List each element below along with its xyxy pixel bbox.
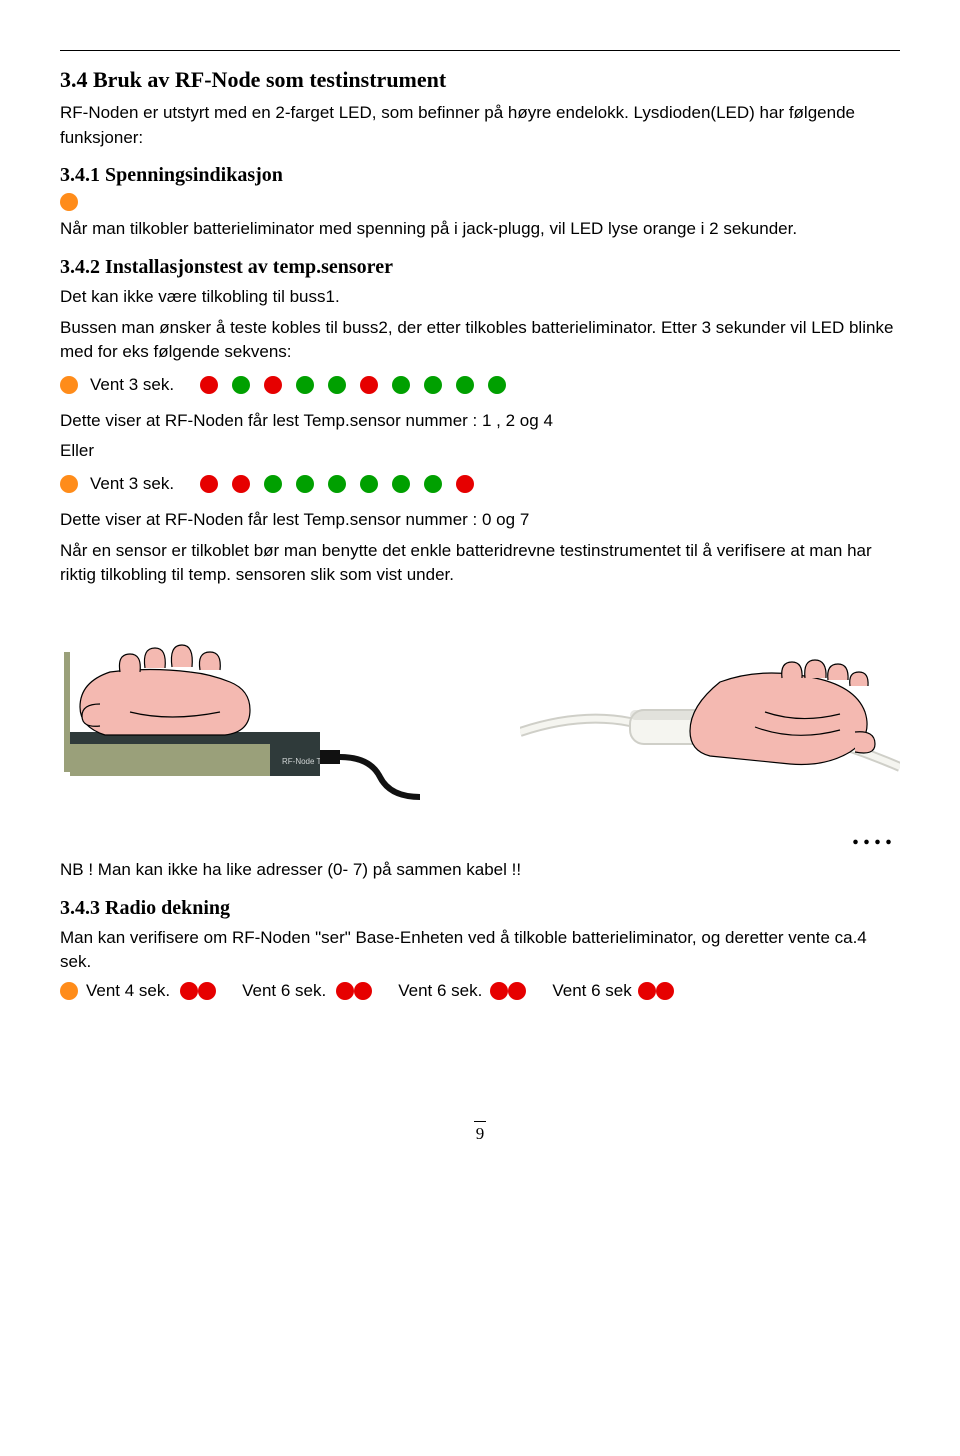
- led-green-icon: [456, 376, 474, 394]
- led-sequence-1: [200, 376, 520, 394]
- led-red-icon: [456, 475, 474, 493]
- result-1: Dette viser at RF-Noden får lest Temp.se…: [60, 409, 900, 434]
- heading-3-4-1: 3.4.1 Spenningsindikasjon: [60, 164, 900, 187]
- page-number: 9: [476, 1124, 485, 1143]
- led-green-icon: [360, 475, 378, 493]
- para-3-4-3: Man kan verifisere om RF-Noden "ser" Bas…: [60, 926, 900, 975]
- led-orange-icon: [60, 982, 78, 1000]
- heading-3-4: 3.4 Bruk av RF-Node som testinstrument: [60, 67, 900, 93]
- led-red-icon: [490, 982, 508, 1000]
- sec341-line: [60, 193, 900, 211]
- nb-note: NB ! Man kan ikke ha like adresser (0- 7…: [60, 858, 900, 883]
- led-green-icon: [232, 376, 250, 394]
- top-rule: [60, 50, 900, 51]
- led-green-icon: [424, 475, 442, 493]
- led-red-icon: [638, 982, 656, 1000]
- led-red-icon: [198, 982, 216, 1000]
- ellipsis: ....: [60, 820, 896, 852]
- illustration-sensor: h: [520, 612, 900, 812]
- radio-dekning-row: Vent 4 sek. Vent 6 sek. Vent 6 sek. Vent…: [60, 981, 900, 1001]
- heading-3-4-3: 3.4.3 Radio dekning: [60, 897, 900, 920]
- vent-4-label: Vent 4 sek.: [86, 981, 170, 1001]
- vent-3-sek-label: Vent 3 sek.: [90, 375, 174, 395]
- heading-3-4-2: 3.4.2 Installasjonstest av temp.sensorer: [60, 256, 900, 279]
- led-red-icon: [336, 982, 354, 1000]
- para-3-4-1: Når man tilkobler batterieliminator med …: [60, 217, 900, 242]
- led-green-icon: [424, 376, 442, 394]
- vent-6-label: Vent 6 sek: [552, 981, 631, 1001]
- led-green-icon: [392, 475, 410, 493]
- vent-3-sek-label: Vent 3 sek.: [90, 474, 174, 494]
- para-3-4-intro: RF-Noden er utstyrt med en 2-farget LED,…: [60, 101, 900, 150]
- illustration-row: RF-Node TSP h: [60, 612, 900, 812]
- led-green-icon: [296, 475, 314, 493]
- led-sequence-2: [200, 475, 488, 493]
- result-2: Dette viser at RF-Noden får lest Temp.se…: [60, 508, 900, 533]
- led-orange-icon: [60, 475, 78, 493]
- led-red-icon: [180, 982, 198, 1000]
- led-red-icon: [264, 376, 282, 394]
- led-green-icon: [296, 376, 314, 394]
- led-orange-icon: [60, 193, 78, 211]
- sequence-row-1: Vent 3 sek.: [60, 375, 900, 395]
- vent-6-label: Vent 6 sek.: [242, 981, 326, 1001]
- led-orange-icon: [60, 376, 78, 394]
- led-red-icon: [656, 982, 674, 1000]
- led-red-icon: [354, 982, 372, 1000]
- vent-6-label: Vent 6 sek.: [398, 981, 482, 1001]
- led-red-icon: [232, 475, 250, 493]
- para-3-4-2b: Bussen man ønsker å teste kobles til bus…: [60, 316, 900, 365]
- led-green-icon: [328, 376, 346, 394]
- illustration-rfnode: RF-Node TSP: [60, 612, 420, 812]
- eller-label: Eller: [60, 439, 900, 464]
- led-red-icon: [508, 982, 526, 1000]
- led-green-icon: [264, 475, 282, 493]
- led-green-icon: [392, 376, 410, 394]
- led-red-icon: [360, 376, 378, 394]
- led-red-icon: [200, 376, 218, 394]
- led-green-icon: [328, 475, 346, 493]
- led-red-icon: [200, 475, 218, 493]
- para-3-4-2a: Det kan ikke være tilkobling til buss1.: [60, 285, 900, 310]
- led-green-icon: [488, 376, 506, 394]
- sequence-row-2: Vent 3 sek.: [60, 474, 900, 494]
- para-3-4-2c: Når en sensor er tilkoblet bør man benyt…: [60, 539, 900, 588]
- page-footer: 9: [60, 1121, 900, 1144]
